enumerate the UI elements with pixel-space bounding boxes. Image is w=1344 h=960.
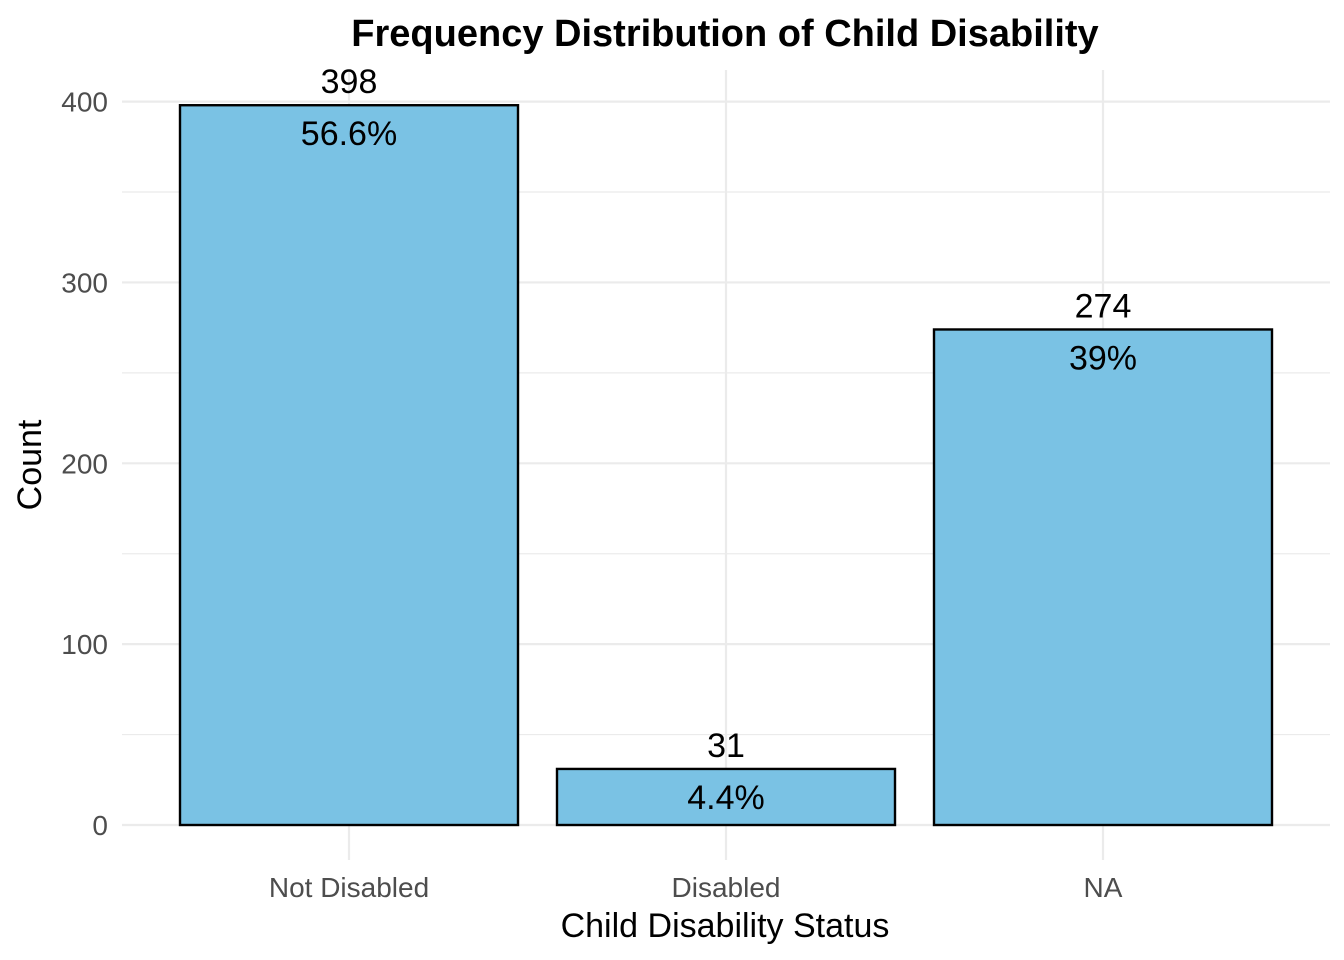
- x-tick-label: Not Disabled: [269, 872, 429, 903]
- x-tick-label: NA: [1084, 872, 1123, 903]
- percent-label: 39%: [1069, 339, 1137, 377]
- bar: [178, 104, 520, 827]
- bar: [932, 328, 1274, 827]
- x-axis-title: Child Disability Status: [561, 907, 890, 945]
- bars: [178, 104, 1274, 827]
- y-tick-label: 200: [61, 448, 108, 479]
- axis-labels: 0 100 200 300 400 Not Disabled Disabled NA: [61, 87, 1122, 903]
- count-label: 31: [707, 727, 745, 765]
- y-axis-title: Count: [11, 419, 49, 510]
- y-tick-label: 300: [61, 267, 108, 298]
- x-tick-label: Disabled: [672, 872, 781, 903]
- y-tick-label: 0: [92, 810, 108, 841]
- count-label: 274: [1075, 287, 1132, 325]
- bar: [555, 767, 897, 827]
- percent-label: 56.6%: [301, 115, 397, 153]
- data-labels: 398 56.6% 31 4.4% 274 39%: [301, 63, 1137, 817]
- percent-label: 4.4%: [687, 779, 765, 817]
- y-tick-label: 100: [61, 629, 108, 660]
- chart-title: Frequency Distribution of Child Disabili…: [351, 13, 1098, 55]
- y-tick-label: 400: [61, 87, 108, 118]
- count-label: 398: [321, 63, 378, 101]
